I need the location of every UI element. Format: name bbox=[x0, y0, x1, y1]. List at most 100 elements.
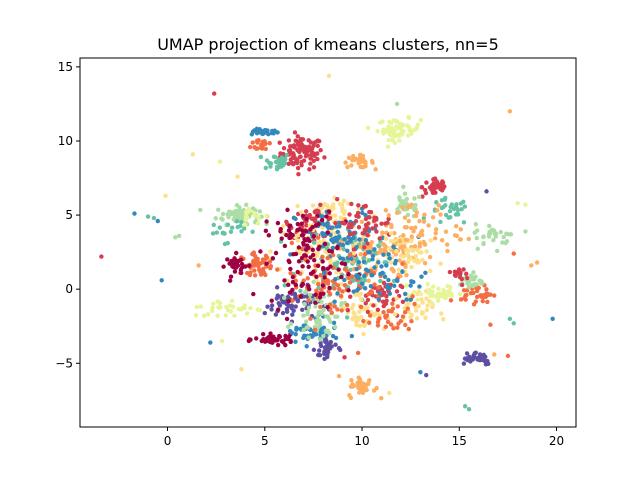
scatter-point bbox=[281, 157, 287, 163]
scatter-point bbox=[424, 249, 429, 254]
scatter-point bbox=[406, 115, 412, 120]
scatter-point bbox=[386, 124, 391, 130]
scatter-point bbox=[249, 132, 255, 137]
scatter-point bbox=[378, 120, 383, 125]
scatter-point bbox=[310, 247, 315, 253]
scatter-point bbox=[408, 239, 414, 244]
scatter-point bbox=[351, 278, 356, 283]
scatter-point bbox=[321, 202, 326, 208]
scatter-point bbox=[432, 236, 438, 241]
scatter-point bbox=[471, 302, 477, 307]
scatter-point bbox=[366, 215, 372, 220]
scatter-point bbox=[277, 303, 283, 308]
scatter-point bbox=[395, 210, 400, 215]
scatter-point bbox=[356, 203, 361, 208]
scatter-point bbox=[255, 258, 260, 264]
scatter-point bbox=[320, 214, 325, 219]
scatter-point bbox=[244, 311, 250, 316]
scatter-point bbox=[484, 287, 489, 292]
scatter-point bbox=[312, 327, 318, 333]
scatter-point bbox=[198, 304, 203, 309]
scatter-point bbox=[326, 225, 331, 231]
scatter-point bbox=[431, 177, 436, 182]
scatter-point bbox=[261, 266, 266, 272]
scatter-point bbox=[423, 315, 428, 321]
scatter-point bbox=[403, 237, 409, 243]
scatter-point bbox=[356, 317, 361, 322]
scatter-point bbox=[295, 203, 300, 209]
scatter-point bbox=[481, 234, 486, 239]
scatter-point bbox=[335, 246, 340, 251]
scatter-point bbox=[417, 241, 423, 246]
scatter-point bbox=[383, 324, 388, 329]
scatter-point bbox=[431, 284, 436, 289]
scatter-point bbox=[315, 138, 321, 143]
scatter-point bbox=[349, 377, 354, 383]
scatter-point bbox=[315, 314, 320, 319]
scatter-point bbox=[392, 283, 397, 288]
scatter-point bbox=[414, 210, 420, 215]
scatter-point bbox=[194, 304, 199, 310]
scatter-point bbox=[332, 299, 337, 304]
scatter-point bbox=[436, 286, 441, 291]
scatter-point bbox=[275, 130, 280, 135]
scatter-point bbox=[145, 214, 151, 219]
scatter-point bbox=[371, 388, 377, 393]
scatter-point bbox=[464, 271, 469, 277]
scatter-point bbox=[211, 301, 216, 306]
scatter-point bbox=[402, 310, 408, 315]
scatter-point bbox=[345, 308, 351, 313]
scatter-points bbox=[99, 73, 555, 412]
scatter-point bbox=[471, 290, 476, 296]
scatter-point bbox=[263, 253, 269, 259]
scatter-point bbox=[233, 209, 238, 214]
x-tick-label: 10 bbox=[354, 434, 369, 448]
scatter-point bbox=[268, 249, 273, 254]
scatter-point bbox=[398, 245, 403, 250]
scatter-point bbox=[289, 160, 294, 165]
scatter-point bbox=[424, 307, 430, 313]
scatter-point bbox=[397, 258, 402, 263]
scatter-point bbox=[301, 158, 307, 163]
scatter-point bbox=[387, 285, 392, 291]
scatter-point bbox=[386, 213, 391, 218]
scatter-point bbox=[317, 348, 322, 353]
scatter-point bbox=[217, 225, 222, 230]
scatter-point bbox=[377, 291, 382, 296]
scatter-point bbox=[426, 223, 431, 228]
scatter-point bbox=[311, 347, 317, 353]
scatter-point bbox=[322, 356, 327, 361]
scatter-point bbox=[325, 255, 330, 261]
scatter-point bbox=[298, 288, 303, 294]
scatter-point bbox=[342, 355, 347, 360]
scatter-point bbox=[257, 209, 263, 214]
scatter-point bbox=[321, 333, 326, 339]
scatter-point bbox=[479, 353, 484, 358]
scatter-point bbox=[337, 286, 342, 292]
scatter-point bbox=[395, 132, 400, 138]
scatter-point bbox=[436, 203, 441, 208]
scatter-point bbox=[394, 296, 399, 301]
scatter-point bbox=[342, 261, 348, 267]
scatter-point bbox=[321, 270, 327, 275]
scatter-point bbox=[429, 301, 435, 306]
scatter-point bbox=[356, 159, 362, 164]
scatter-point bbox=[447, 208, 453, 214]
y-tick-label: 15 bbox=[58, 60, 73, 74]
scatter-point bbox=[386, 277, 391, 283]
scatter-point bbox=[501, 234, 506, 240]
scatter-point bbox=[358, 304, 364, 310]
scatter-point bbox=[335, 283, 341, 288]
scatter-point bbox=[302, 144, 307, 149]
scatter-point bbox=[365, 309, 371, 315]
scatter-point bbox=[361, 318, 366, 324]
scatter-point bbox=[433, 190, 438, 195]
scatter-point bbox=[296, 172, 301, 177]
scatter-point bbox=[260, 332, 266, 337]
scatter-point bbox=[403, 291, 408, 297]
scatter-point bbox=[357, 323, 362, 328]
scatter-point bbox=[225, 222, 231, 227]
scatter-point bbox=[350, 316, 355, 322]
scatter-point bbox=[302, 301, 307, 307]
